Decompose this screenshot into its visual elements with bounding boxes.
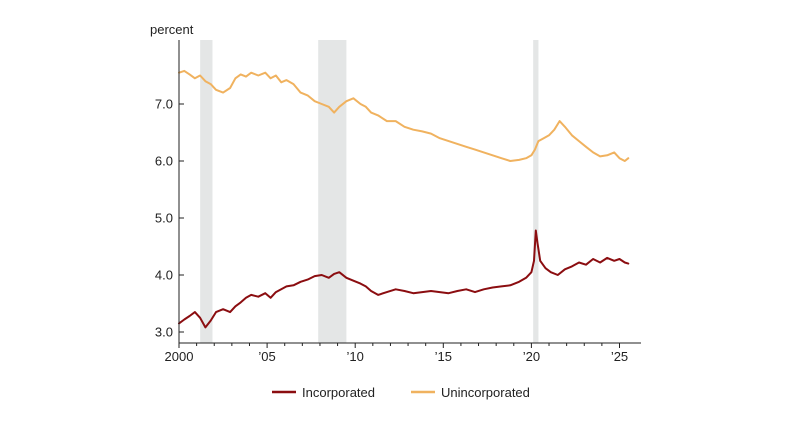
series-lines	[178, 69, 630, 329]
x-tick-label: ’25	[611, 349, 628, 364]
legend: Incorporated Unincorporated	[272, 385, 530, 400]
x-tick-label: ’15	[435, 349, 452, 364]
y-tick-label: 6.0	[155, 154, 173, 169]
legend-label-unincorporated: Unincorporated	[441, 385, 530, 400]
y-tick-label: 7.0	[155, 97, 173, 112]
recession-bands	[200, 40, 539, 343]
recession-band-1	[200, 40, 213, 343]
ticks: 3.0 4.0 5.0 6.0 7.0 2000 ’05 ’10 ’15 ’20 ’25	[155, 97, 628, 365]
axes	[178, 40, 641, 344]
recession-band-3	[533, 40, 539, 343]
x-tick-label: ’10	[347, 349, 364, 364]
recession-band-2	[318, 40, 347, 343]
y-tick-label: 3.0	[155, 325, 173, 340]
x-tick-label: ’05	[258, 349, 275, 364]
y-axis-title: percent	[150, 22, 194, 37]
series-line-incorporated	[178, 229, 630, 329]
x-tick-label: ’20	[523, 349, 540, 364]
y-tick-label: 5.0	[155, 211, 173, 226]
x-tick-label: 2000	[165, 349, 194, 364]
legend-label-incorporated: Incorporated	[302, 385, 375, 400]
series-line-unincorporated	[178, 69, 630, 162]
y-tick-label: 4.0	[155, 268, 173, 283]
